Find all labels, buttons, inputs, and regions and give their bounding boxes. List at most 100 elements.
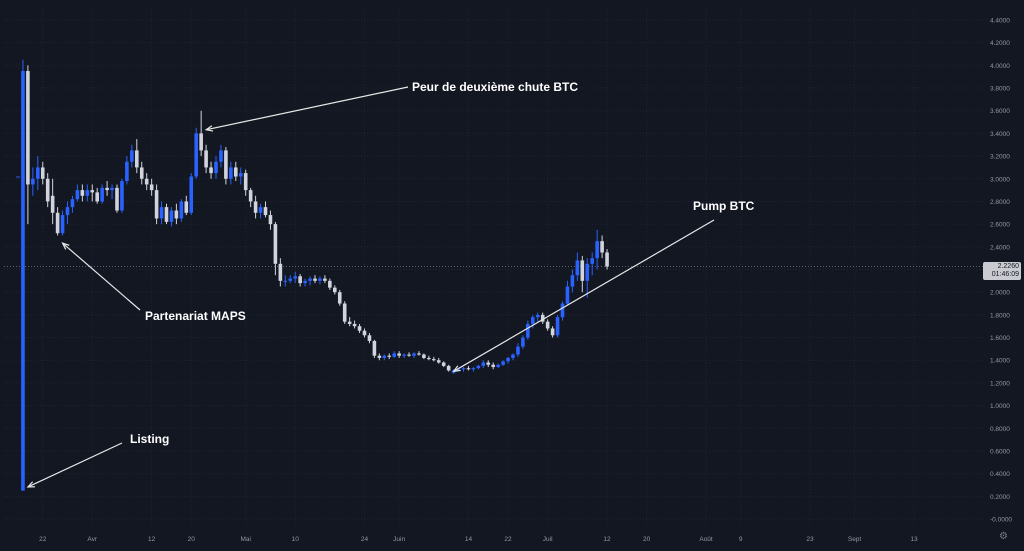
y-tick-label: 2.8000 bbox=[990, 199, 1010, 206]
y-tick-label: 0.8000 bbox=[990, 426, 1010, 433]
candle-body bbox=[471, 368, 476, 370]
gear-icon[interactable]: ⚙ bbox=[999, 531, 1008, 542]
candle-body bbox=[45, 178, 50, 202]
x-tick-label: 9 bbox=[739, 536, 743, 543]
x-tick-label: Juil bbox=[543, 536, 553, 543]
x-tick-label: 20 bbox=[643, 536, 651, 543]
candle-body bbox=[535, 314, 540, 318]
candle-body bbox=[486, 362, 491, 365]
candle-body bbox=[323, 278, 327, 281]
candle-body bbox=[333, 287, 337, 293]
candle-body bbox=[209, 167, 213, 174]
y-tick-label: -0.0000 bbox=[990, 517, 1012, 524]
candle-body bbox=[466, 368, 471, 370]
y-tick-label: 3.4000 bbox=[990, 131, 1010, 138]
candle-body bbox=[135, 150, 139, 168]
y-tick-label: 4.0000 bbox=[990, 63, 1010, 70]
candle-body bbox=[174, 210, 179, 219]
x-tick-label: 12 bbox=[148, 536, 156, 543]
x-tick-label: 10 bbox=[292, 536, 300, 543]
y-tick-label: 1.6000 bbox=[990, 335, 1010, 342]
candle-body bbox=[105, 187, 109, 191]
candle-body bbox=[476, 365, 481, 369]
candle-body bbox=[501, 361, 505, 365]
x-tick-label: 13 bbox=[910, 536, 918, 543]
annotation-arrow bbox=[27, 442, 123, 488]
candle-body bbox=[278, 263, 283, 281]
current-price-badge: 2.2260 01:46:09 bbox=[983, 262, 1021, 280]
annotation-label: Pump BTC bbox=[693, 199, 755, 213]
candle-body bbox=[60, 215, 65, 234]
x-tick-label: 22 bbox=[504, 536, 512, 543]
annotation-arrowhead bbox=[452, 365, 461, 373]
y-tick-label: 4.2000 bbox=[990, 40, 1010, 47]
candle-body bbox=[362, 330, 367, 336]
candle-body bbox=[491, 364, 495, 368]
candle-body bbox=[377, 355, 382, 358]
candle-body bbox=[531, 317, 535, 324]
candle-body bbox=[461, 368, 466, 370]
candle-body bbox=[382, 355, 387, 358]
candle-body bbox=[144, 178, 149, 185]
candle-body bbox=[204, 150, 208, 168]
candle-body bbox=[506, 357, 510, 362]
y-tick-label: 0.2000 bbox=[990, 494, 1010, 501]
candle-body bbox=[516, 346, 520, 355]
candle-body bbox=[234, 167, 238, 177]
candle-body bbox=[248, 190, 253, 202]
candle-body bbox=[125, 161, 129, 182]
y-tick-label: 3.8000 bbox=[990, 86, 1010, 93]
x-tick-label: Sept bbox=[848, 536, 862, 543]
candle-body bbox=[342, 303, 347, 322]
candle-body bbox=[560, 303, 565, 318]
y-tick-label: 0.6000 bbox=[990, 448, 1010, 455]
candle-body bbox=[427, 357, 431, 360]
current-price-value: 2.2260 bbox=[997, 263, 1019, 270]
candle-body bbox=[521, 337, 525, 347]
candle-body bbox=[154, 190, 159, 219]
y-tick-label: 3.0000 bbox=[990, 176, 1010, 183]
x-tick-label: 20 bbox=[188, 536, 196, 543]
candle-body bbox=[595, 241, 599, 259]
candle-body bbox=[328, 280, 332, 288]
x-tick-label: 14 bbox=[465, 536, 473, 543]
candle-body bbox=[90, 190, 95, 193]
candle-body bbox=[214, 161, 218, 174]
x-tick-label: Août bbox=[699, 536, 713, 543]
candle-body bbox=[95, 192, 99, 202]
candle-body bbox=[130, 150, 134, 162]
x-tick-label: 24 bbox=[361, 536, 369, 543]
annotation-label: Partenariat MAPS bbox=[145, 309, 246, 323]
candle-body bbox=[139, 167, 144, 179]
candle-body bbox=[526, 323, 530, 338]
y-tick-label: 1.2000 bbox=[990, 380, 1010, 387]
y-tick-label: 3.2000 bbox=[990, 154, 1010, 161]
candle-body bbox=[308, 278, 312, 281]
candle-body bbox=[189, 176, 194, 213]
candle-body bbox=[219, 150, 223, 162]
candle-body bbox=[293, 276, 297, 279]
candle-body bbox=[496, 364, 500, 368]
annotation-label: Peur de deuxième chute BTC bbox=[412, 80, 578, 94]
candle-body bbox=[224, 150, 228, 179]
candle-body bbox=[21, 71, 25, 491]
candle-body bbox=[164, 207, 169, 222]
candle-body bbox=[352, 323, 357, 327]
candle-body bbox=[313, 278, 317, 281]
candle-body bbox=[26, 71, 30, 185]
candle-body bbox=[481, 362, 486, 366]
candle-body bbox=[55, 212, 60, 234]
y-tick-label: 4.4000 bbox=[990, 18, 1010, 25]
candle-body bbox=[446, 365, 451, 371]
candle-body bbox=[432, 359, 436, 361]
y-tick-label: 0.4000 bbox=[990, 471, 1010, 478]
y-tick-label: 2.6000 bbox=[990, 222, 1010, 229]
y-tick-label: 1.0000 bbox=[990, 403, 1010, 410]
candle-body bbox=[540, 314, 545, 322]
candle-body bbox=[229, 167, 233, 179]
candle-body bbox=[258, 207, 263, 213]
candle-body bbox=[194, 133, 198, 177]
candle-body bbox=[40, 167, 45, 179]
